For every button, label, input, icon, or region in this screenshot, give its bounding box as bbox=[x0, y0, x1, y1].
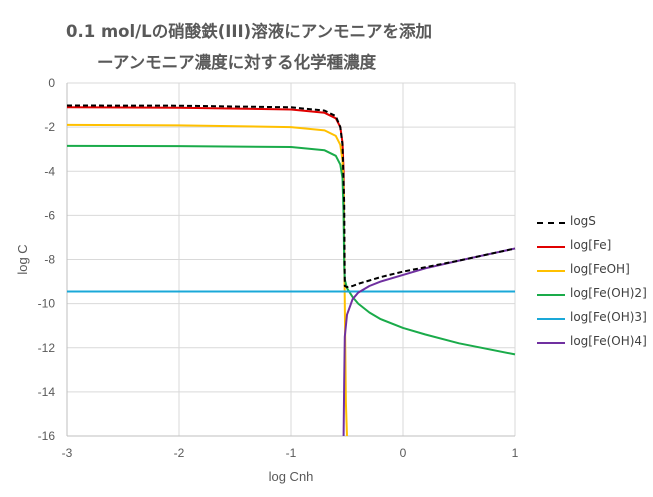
x-tick-label: 1 bbox=[512, 446, 519, 460]
x-tick-label: -1 bbox=[286, 446, 297, 460]
x-axis-title: log Cnh bbox=[269, 469, 314, 484]
chart-title-line2: ーアンモニア濃度に対する化学種濃度 bbox=[97, 53, 377, 72]
legend-swatch bbox=[537, 246, 565, 248]
legend-item: logS bbox=[537, 214, 653, 232]
legend-item: log[Fe] bbox=[537, 238, 653, 256]
y-tick-label: -6 bbox=[44, 208, 55, 222]
legend-label: log[FeOH] bbox=[570, 262, 630, 276]
legend-swatch bbox=[537, 222, 565, 224]
x-tick-label: -2 bbox=[174, 446, 185, 460]
series-line-log-fe bbox=[66, 106, 346, 260]
legend-item: log[Fe(OH)4] bbox=[537, 334, 653, 352]
chart-title-line1: 0.1 mol/Lの硝酸鉄(III)溶液にアンモニアを添加 bbox=[66, 22, 433, 41]
x-tick-label: -3 bbox=[62, 446, 73, 460]
y-tick-label: -8 bbox=[44, 253, 55, 267]
y-tick-label: -14 bbox=[38, 385, 56, 399]
legend-swatch bbox=[537, 270, 565, 272]
legend-label: log[Fe(OH)4] bbox=[570, 334, 647, 348]
x-tick-label: 0 bbox=[400, 446, 407, 460]
y-tick-label: -2 bbox=[44, 120, 55, 134]
legend-item: log[Fe(OH)3] bbox=[537, 310, 653, 328]
legend-label: log[Fe(OH)2] bbox=[570, 286, 647, 300]
y-axis-title: log C bbox=[15, 244, 30, 274]
legend-label: logS bbox=[570, 214, 596, 228]
legend-label: log[Fe(OH)3] bbox=[570, 310, 647, 324]
y-tick-label: -10 bbox=[38, 297, 56, 311]
legend-swatch bbox=[537, 342, 565, 344]
y-tick-label: 0 bbox=[48, 76, 55, 90]
legend-label: log[Fe] bbox=[570, 238, 612, 252]
legend-item: log[Fe(OH)2] bbox=[537, 286, 653, 304]
series-line-log-fe-oh-4 bbox=[342, 247, 516, 437]
y-tick-label: -12 bbox=[38, 341, 56, 355]
series-line-logs bbox=[66, 104, 516, 289]
legend-item: log[FeOH] bbox=[537, 262, 653, 280]
y-tick-label: -16 bbox=[38, 429, 56, 443]
legend-swatch bbox=[537, 318, 565, 320]
legend-swatch bbox=[537, 294, 565, 296]
y-tick-label: -4 bbox=[44, 164, 55, 178]
